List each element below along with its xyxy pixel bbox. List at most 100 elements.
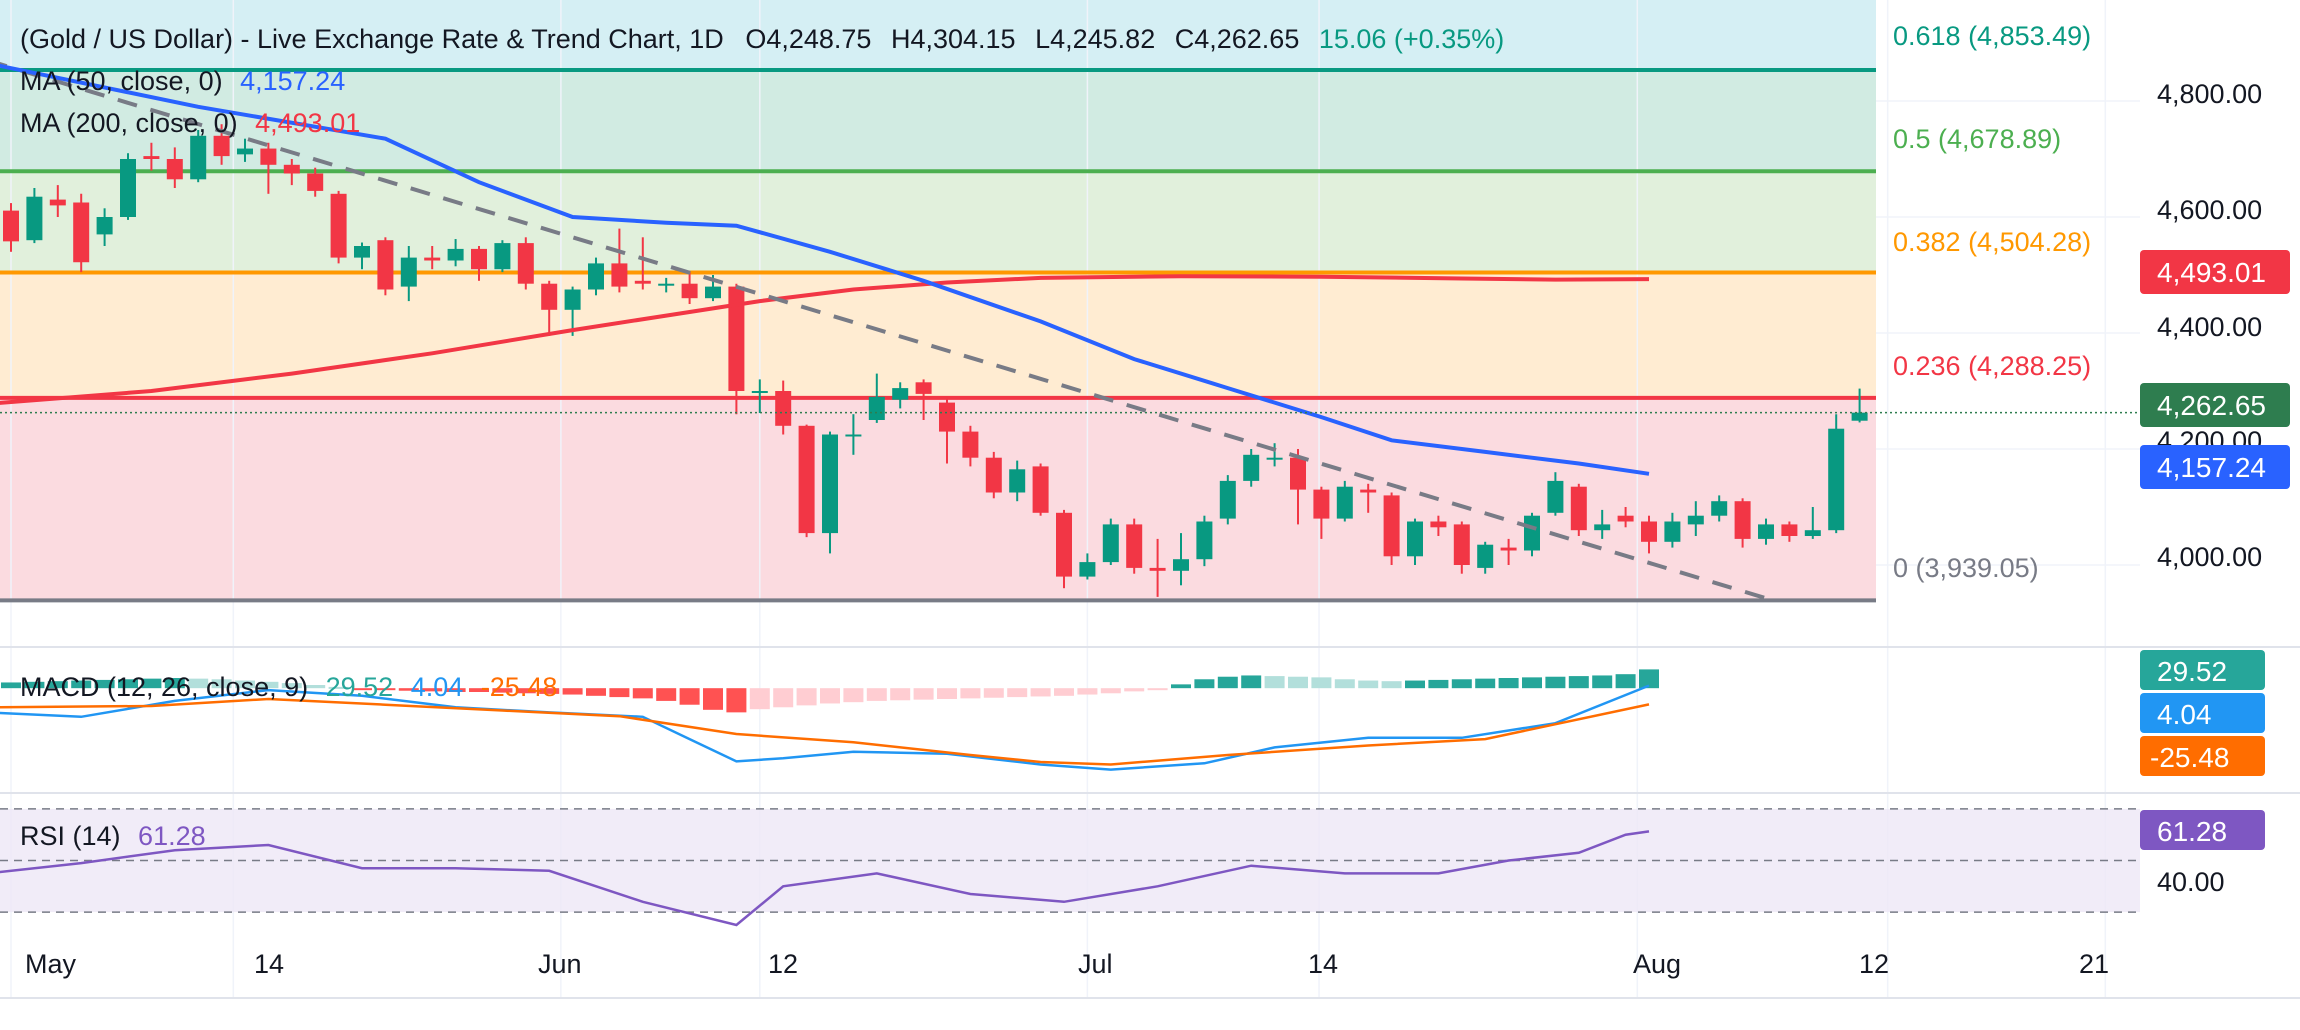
badge-rsi-bg xyxy=(2140,810,2265,850)
low-label: L xyxy=(1035,24,1050,54)
macd-hist-bar xyxy=(1100,688,1121,694)
macd-hist-bar xyxy=(1,682,21,689)
fib-zone-0618-05 xyxy=(0,69,1876,172)
price-tick-4800: 4,800.00 xyxy=(2157,79,2262,109)
fib-zones xyxy=(0,0,1876,601)
candle xyxy=(1336,480,1353,522)
rsi-guide-lines xyxy=(0,808,2140,913)
macd-hist-bar xyxy=(1358,680,1379,689)
candle xyxy=(1734,498,1751,548)
ma50-line xyxy=(0,63,1650,476)
ma50-legend[interactable]: MA (50, close, 0) 4,157.24 xyxy=(20,66,345,96)
rsi-legend[interactable]: RSI (14) 61.28 xyxy=(20,821,206,851)
candle-body xyxy=(1617,515,1634,522)
price-tick-4600: 4,600.00 xyxy=(2157,195,2262,225)
macd-hist-bar xyxy=(796,688,817,706)
candle xyxy=(1407,518,1423,565)
ma50-label: MA (50, close, 0) xyxy=(20,66,223,96)
candle xyxy=(658,277,675,293)
candle xyxy=(1664,512,1681,548)
macd-hist-bar xyxy=(1522,677,1542,689)
fib-zone-0382-0236 xyxy=(0,272,1876,398)
macd-hist-bar xyxy=(1007,688,1028,698)
candle xyxy=(26,188,43,244)
candle xyxy=(1524,512,1540,557)
candle-body xyxy=(1102,524,1119,563)
candle-body xyxy=(400,257,417,287)
candle xyxy=(237,138,253,162)
candle-body xyxy=(634,280,651,284)
candle-body xyxy=(1687,515,1704,525)
candle xyxy=(1243,449,1260,487)
fib-label-0: 0 (3,939.05) xyxy=(1893,553,2039,583)
time-axis[interactable]: May 14 Jun 12 Jul 14 Aug 12 21 xyxy=(25,949,2109,979)
macd-hist-bar xyxy=(1217,676,1238,689)
candle-body xyxy=(1453,524,1470,565)
candle-body xyxy=(1711,501,1728,516)
time-tick-jun: Jun xyxy=(538,949,582,979)
candle xyxy=(260,142,277,194)
badge-macd-signal-bg xyxy=(2140,736,2265,776)
macd-legend[interactable]: MACD (12, 26, close, 9) 29.52 4.04 -25.4… xyxy=(20,672,557,702)
candle-body xyxy=(1313,489,1330,519)
macd-hist-bar xyxy=(609,688,630,698)
candle xyxy=(1453,521,1470,574)
candle-body xyxy=(751,391,768,393)
macd-hist-bar xyxy=(141,678,162,689)
candle xyxy=(798,424,815,538)
open-value: 4,248.75 xyxy=(766,24,871,54)
badge-macd-hist: 29.52 xyxy=(2140,650,2265,690)
symbol-title: (Gold / US Dollar) - Live Exchange Rate … xyxy=(20,24,724,54)
candle-body xyxy=(868,396,885,420)
macd-signal-legend: -25.48 xyxy=(481,672,558,702)
rsi-line xyxy=(0,830,1650,927)
candle xyxy=(120,153,136,220)
candle xyxy=(1828,414,1845,534)
ma200-legend[interactable]: MA (200, close, 0) 4,493.01 xyxy=(20,108,360,138)
candle-body xyxy=(1126,524,1143,568)
candle xyxy=(588,257,604,296)
macd-hist-bar xyxy=(94,679,115,689)
macd-hist-bar xyxy=(843,688,864,703)
macd-hist-bar xyxy=(1451,679,1472,689)
macd-hist-bar xyxy=(1288,676,1308,689)
macd-hist-bar xyxy=(445,688,466,692)
candle xyxy=(1781,521,1798,542)
low-value: 4,245.82 xyxy=(1050,24,1155,54)
header-legend[interactable]: (Gold / US Dollar) - Live Exchange Rate … xyxy=(20,24,1504,54)
macd-hist-bar xyxy=(749,688,770,710)
rsi-tick-40: 40.00 xyxy=(2157,867,2225,897)
high-label: H xyxy=(891,24,911,54)
candle xyxy=(1196,515,1213,567)
price-axis[interactable]: 4,800.00 4,600.00 4,400.00 4,200.00 4,00… xyxy=(2157,79,2262,572)
macd-hist-bar xyxy=(1030,688,1051,697)
macd-hist-bar xyxy=(71,680,92,689)
candle-body xyxy=(1547,480,1564,513)
candle-body xyxy=(260,148,277,165)
candle xyxy=(845,414,862,455)
candle-body xyxy=(283,164,300,174)
macd-hist-bar xyxy=(1241,675,1262,689)
macd-hist-bar xyxy=(937,688,957,699)
candle-body xyxy=(120,159,136,217)
candle xyxy=(1711,495,1728,522)
macd-hist-bar xyxy=(632,688,653,699)
candle-body xyxy=(1383,495,1400,557)
candle-body xyxy=(728,286,745,391)
high-value: 4,304.15 xyxy=(910,24,1015,54)
time-tick-aug-12: 12 xyxy=(1859,949,1889,979)
candle-body xyxy=(892,388,909,400)
candle-body xyxy=(1851,412,1868,421)
macd-hist-legend: 29.52 xyxy=(326,672,394,702)
macd-hist-bar xyxy=(1264,676,1285,689)
macd-line xyxy=(0,684,1650,771)
candle-body xyxy=(1664,521,1681,542)
candle xyxy=(868,373,885,423)
candle xyxy=(1009,460,1026,502)
candle xyxy=(1500,538,1517,565)
candle-body xyxy=(658,283,675,286)
candle xyxy=(1687,501,1704,536)
candle-body xyxy=(307,173,324,191)
candle xyxy=(1641,515,1657,554)
